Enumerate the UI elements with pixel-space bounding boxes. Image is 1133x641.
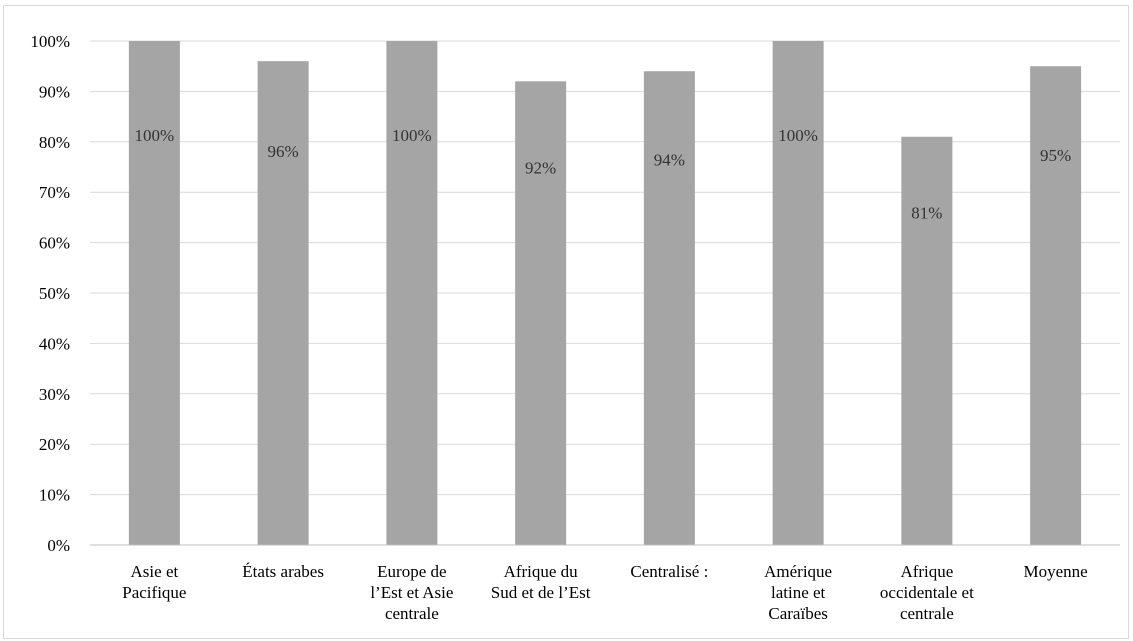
bar: [901, 136, 953, 545]
x-category-label: centrale: [900, 604, 954, 623]
data-label: 96%: [268, 142, 299, 161]
x-category-label: Sud et de l’Est: [491, 583, 591, 602]
y-axis-tick-labels: 0% 10% 20% 30% 40% 50% 60% 70% 80% 90% 100%: [30, 32, 70, 555]
x-category-label: Pacifique: [122, 583, 186, 602]
y-tick-label: 10%: [39, 486, 70, 505]
y-tick-label: 70%: [39, 183, 70, 202]
data-label: 94%: [654, 150, 685, 169]
bar: [128, 41, 180, 545]
x-category-label: Asie et: [131, 562, 179, 581]
y-tick-label: 20%: [39, 435, 70, 454]
bar: [772, 41, 824, 545]
data-label: 92%: [525, 158, 556, 177]
bar: [643, 71, 695, 546]
x-category-label: latine et: [771, 583, 826, 602]
x-category-label: Centralisé :: [630, 562, 708, 581]
y-tick-label: 80%: [39, 133, 70, 152]
bar: [515, 81, 567, 545]
data-label: 81%: [911, 203, 942, 222]
y-tick-label: 90%: [39, 82, 70, 101]
bar: [1030, 66, 1082, 545]
x-category-label: États arabes: [242, 562, 324, 581]
x-category-label: occidentale et: [880, 583, 974, 602]
y-tick-label: 0%: [47, 536, 70, 555]
x-category-label: Moyenne: [1024, 562, 1088, 581]
x-category-label: Amérique: [764, 562, 832, 581]
x-category-label: Europe de: [377, 562, 446, 581]
data-label: 95%: [1040, 146, 1071, 165]
data-label: 100%: [778, 126, 818, 145]
x-category-label: Afrique du: [504, 562, 579, 581]
x-axis-category-labels: Asie et Pacifique États arabes Europe de l’E…: [122, 562, 1087, 623]
data-label: 100%: [135, 126, 175, 145]
x-category-label: Afrique: [900, 562, 953, 581]
x-category-label: centrale: [385, 604, 439, 623]
data-label: 100%: [392, 126, 432, 145]
bar: [386, 41, 438, 545]
y-tick-label: 100%: [30, 32, 70, 51]
data-labels: 100% 96% 100% 92% 94% 100% 81% 95%: [135, 126, 1072, 223]
x-category-label: l’Est et Asie: [370, 583, 453, 602]
y-tick-label: 40%: [39, 334, 70, 353]
y-tick-label: 50%: [39, 284, 70, 303]
bar: [257, 61, 309, 545]
y-tick-label: 60%: [39, 234, 70, 253]
y-tick-label: 30%: [39, 385, 70, 404]
x-category-label: Caraïbes: [768, 604, 827, 623]
gridlines: [90, 40, 1120, 496]
bars: [128, 41, 1082, 546]
